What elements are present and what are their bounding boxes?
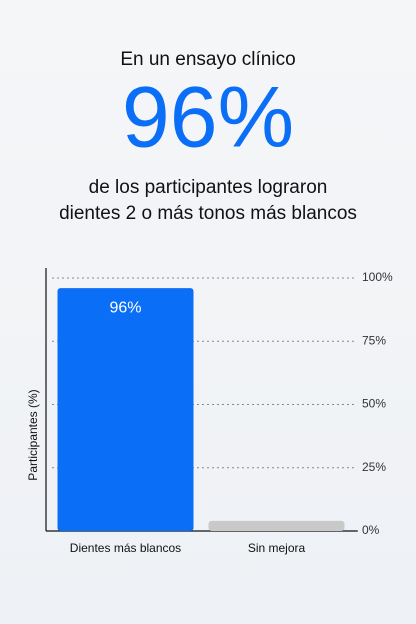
y-tick-label: 25%: [362, 460, 386, 474]
x-tick-label: Dientes más blancos: [70, 541, 181, 555]
x-tick-label: Sin mejora: [248, 541, 306, 555]
y-tick-label: 50%: [362, 397, 386, 411]
headline-stat: 96%: [122, 70, 294, 166]
y-tick-label: 0%: [362, 523, 380, 537]
subtitle-line: dientes 2 o más tonos más blancos: [59, 203, 357, 224]
value-label: 96%: [109, 299, 141, 316]
subtitle-line: de los participantes lograron: [89, 177, 328, 198]
intro: En un ensayo clínico: [120, 49, 295, 70]
y-axis-label: Participantes (%): [26, 389, 40, 480]
bar: [57, 288, 194, 531]
y-tick-label: 75%: [362, 333, 386, 347]
bar: [208, 520, 345, 531]
y-tick-label: 100%: [362, 270, 393, 284]
